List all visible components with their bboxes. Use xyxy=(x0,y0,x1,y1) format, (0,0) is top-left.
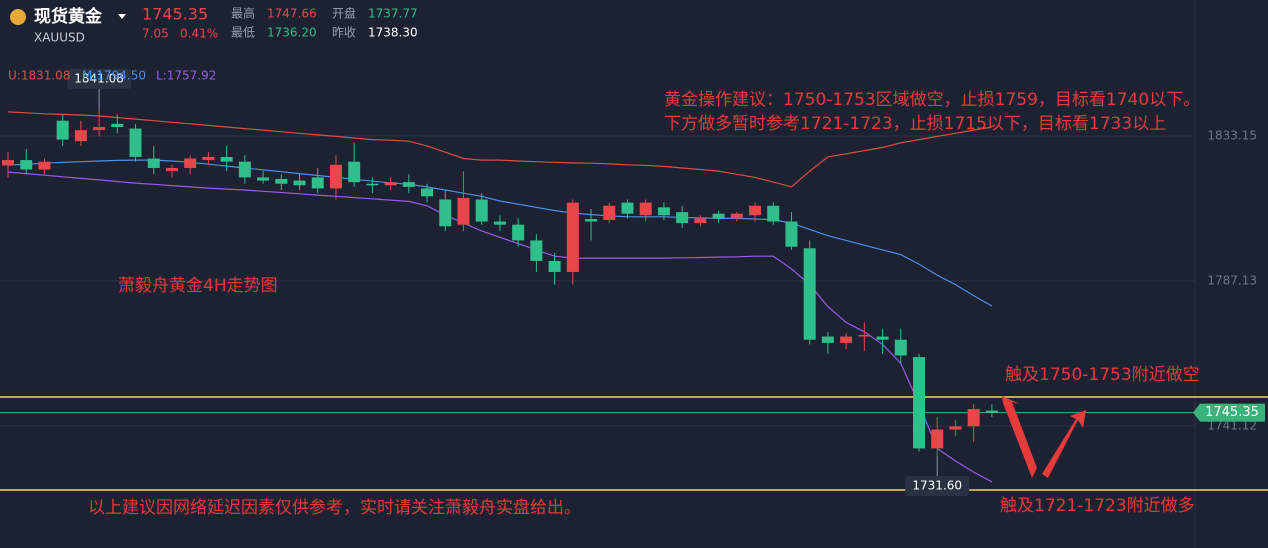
candle-body xyxy=(38,161,51,170)
candle-body xyxy=(329,164,342,189)
marker-label: 1841.08 xyxy=(74,71,124,85)
stat-value: 1747.66 xyxy=(267,7,317,21)
candle-body xyxy=(949,426,962,430)
candle-body xyxy=(56,120,69,140)
candle-body xyxy=(694,218,707,224)
candle-body xyxy=(985,410,998,413)
marker-box xyxy=(905,475,970,496)
candle-body xyxy=(74,130,87,142)
candle-body xyxy=(165,167,178,172)
overlay: 现货黄金 XAUUSD 1745.35 7.05 0.41% 黄金操作建议：17… xyxy=(8,5,1200,519)
legend-entry: M:1794.50 xyxy=(82,69,146,83)
candle-body xyxy=(439,199,452,227)
arrow xyxy=(1002,396,1037,478)
y-tick-label: 1787.13 xyxy=(1207,273,1257,287)
candle-body xyxy=(566,202,579,272)
candle-body xyxy=(603,205,616,220)
candle-body xyxy=(293,180,306,186)
candle-body xyxy=(749,205,762,216)
change: 7.05 xyxy=(142,27,169,41)
annotation: 触及1750-1753附近做空 xyxy=(1005,365,1200,385)
logo xyxy=(10,9,26,25)
candle-body xyxy=(366,183,379,186)
candle-body xyxy=(457,197,470,225)
candle-body xyxy=(348,161,361,183)
stat-label: 开盘 xyxy=(332,6,356,21)
candle-body xyxy=(20,160,33,170)
candle-body xyxy=(402,182,415,187)
candle-body xyxy=(147,158,160,168)
stat-label: 最低 xyxy=(231,26,255,40)
y-tick-label: 1741.12 xyxy=(1207,418,1257,432)
band-line xyxy=(7,111,993,188)
candle-body xyxy=(93,126,106,131)
candle-body xyxy=(730,213,743,219)
candle-body xyxy=(639,202,652,216)
candle-body xyxy=(202,156,215,161)
candle-body xyxy=(184,158,197,168)
candle-body xyxy=(238,161,251,178)
annotation: 触及1721-1723附近做多 xyxy=(1000,496,1195,516)
price: 1745.35 xyxy=(142,5,208,24)
band-line xyxy=(7,171,993,483)
change-pct: 0.41% xyxy=(180,27,218,41)
legend-entry: U:1831.08 xyxy=(8,69,70,83)
annotation: 下方做多暂时参考1721-1723，止损1715以下，目标看1733以上 xyxy=(664,114,1166,134)
arrow xyxy=(1042,410,1086,478)
dropdown[interactable] xyxy=(118,14,126,19)
candle-body xyxy=(967,409,980,427)
candle-body xyxy=(785,221,798,247)
annotation: 萧毅舟黄金4H走势图 xyxy=(118,276,278,296)
price-tag-label: 1745.35 xyxy=(1205,405,1259,420)
y-tick-label: 1833.15 xyxy=(1207,128,1257,142)
title: 现货黄金 xyxy=(34,6,103,27)
band-line xyxy=(7,159,993,307)
candle-body xyxy=(475,199,488,222)
annotation: 以上建议因网络延迟因素仅供参考，实时请关注萧毅舟实盘给出。 xyxy=(88,498,581,518)
candle-body xyxy=(111,123,124,127)
price-tag xyxy=(1193,403,1265,422)
candle-body xyxy=(840,336,853,343)
stat-value: 1738.30 xyxy=(368,26,418,40)
candle-body xyxy=(821,336,834,343)
candle-body xyxy=(220,156,233,162)
candle-body xyxy=(512,224,525,241)
candle-body xyxy=(311,177,324,189)
candle-body xyxy=(657,207,670,216)
candle-body xyxy=(585,219,598,222)
stat-value: 1736.20 xyxy=(267,26,317,40)
stat-label: 最高 xyxy=(231,6,255,21)
marker-label: 1731.60 xyxy=(912,478,962,492)
candle-body xyxy=(712,213,725,219)
candle-body xyxy=(548,260,561,272)
legend-entry: L:1757.92 xyxy=(156,69,216,83)
candle-body xyxy=(894,339,907,356)
candle-body xyxy=(913,357,925,449)
candle-body xyxy=(803,248,816,340)
stat-value: 1737.77 xyxy=(368,7,418,21)
candle-body xyxy=(384,182,397,186)
candle-body xyxy=(275,178,288,184)
candle-body xyxy=(876,336,889,340)
candle-body xyxy=(621,202,634,214)
candle-body xyxy=(931,429,944,449)
stat-label: 昨收 xyxy=(332,26,356,40)
candle-body xyxy=(493,221,506,225)
candle-body xyxy=(530,240,543,261)
candle-body xyxy=(129,128,142,157)
annotation: 黄金操作建议：1750-1753区域做空，止损1759，目标看1740以下。 xyxy=(664,90,1200,110)
candle-body xyxy=(767,205,780,222)
candle-body xyxy=(2,160,14,166)
candle-body xyxy=(421,188,434,197)
candle-body xyxy=(858,334,871,337)
candle-body xyxy=(257,177,270,181)
candle-body xyxy=(676,212,689,224)
symbol: XAUUSD xyxy=(34,31,85,45)
marker-box xyxy=(67,68,132,89)
